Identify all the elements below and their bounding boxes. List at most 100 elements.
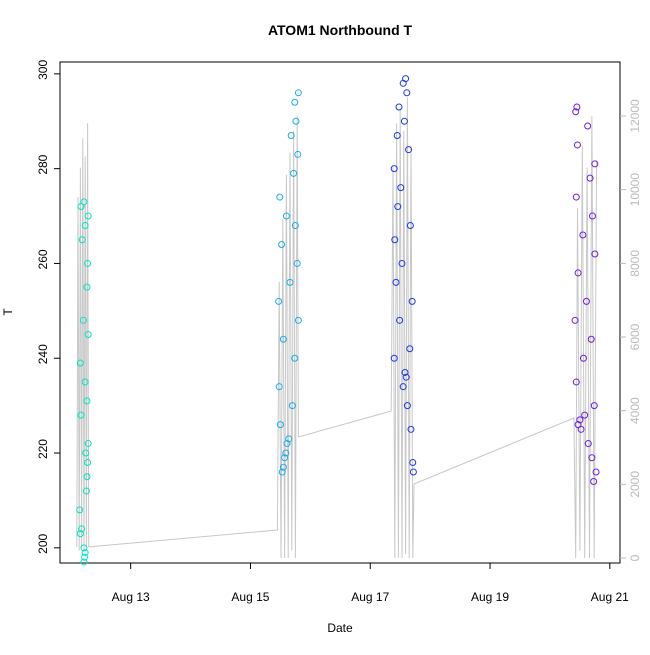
point [398, 259, 406, 267]
point [294, 150, 302, 158]
x-tick-label: Aug 19 [471, 590, 509, 604]
point [84, 459, 92, 467]
point [584, 122, 592, 130]
point [576, 416, 584, 424]
point [286, 278, 294, 286]
point [399, 383, 407, 391]
y-tick-label: 200 [36, 534, 50, 554]
point [294, 316, 302, 324]
point [396, 316, 404, 324]
point [84, 440, 92, 448]
point [81, 222, 89, 230]
point [293, 259, 301, 267]
point [390, 165, 398, 173]
point [579, 231, 587, 239]
point [572, 193, 580, 201]
point [573, 103, 581, 111]
point [77, 411, 85, 419]
y2-tick-label: 4000 [628, 397, 642, 424]
point [291, 98, 299, 106]
point [590, 477, 598, 485]
x-tick-label: Aug 13 [112, 590, 150, 604]
x-tick-label: Aug 21 [591, 590, 629, 604]
point [78, 236, 86, 244]
y2-tick-label: 8000 [628, 250, 642, 277]
point [582, 297, 590, 305]
point [572, 108, 580, 116]
point [572, 378, 580, 386]
point [80, 198, 88, 206]
plot-frame [59, 61, 621, 564]
point [275, 297, 283, 305]
point [408, 297, 416, 305]
point [590, 402, 598, 410]
point [285, 435, 293, 443]
point [275, 383, 283, 391]
point [403, 89, 411, 97]
point [395, 103, 403, 111]
point [84, 259, 92, 267]
point [588, 212, 596, 220]
point [282, 212, 290, 220]
point [592, 468, 600, 476]
y-tick-label: 240 [36, 344, 50, 364]
point [571, 316, 579, 324]
x-axis-label: Date [327, 621, 353, 635]
point [288, 402, 296, 410]
point [81, 553, 89, 561]
point [393, 131, 401, 139]
point [403, 402, 411, 410]
point [81, 378, 89, 386]
point [78, 525, 86, 533]
point [587, 335, 595, 343]
point [83, 397, 91, 405]
point [291, 354, 299, 362]
point [401, 368, 409, 376]
point [279, 335, 287, 343]
point [282, 449, 290, 457]
point [81, 549, 89, 557]
point [80, 558, 88, 566]
point [392, 278, 400, 286]
point [278, 468, 286, 476]
point [76, 530, 84, 538]
point [574, 269, 582, 277]
y2-tick-label: 12000 [628, 99, 642, 133]
point [579, 354, 587, 362]
point [80, 544, 88, 552]
point [84, 331, 92, 339]
point [402, 373, 410, 381]
point [84, 212, 92, 220]
altitude-line [76, 97, 598, 559]
point [397, 184, 405, 192]
point [574, 421, 582, 429]
y-axis-label: T [1, 308, 15, 316]
point [409, 468, 417, 476]
point [287, 131, 295, 139]
point [281, 454, 289, 462]
y2-tick-label: 6000 [628, 323, 642, 350]
y2-tick-label: 0 [628, 554, 642, 561]
point [588, 454, 596, 462]
point [291, 222, 299, 230]
y-tick-label: 220 [36, 439, 50, 459]
point [400, 117, 408, 125]
point [79, 316, 87, 324]
point [76, 359, 84, 367]
y-tick-label: 300 [36, 60, 50, 80]
point [390, 354, 398, 362]
point [409, 459, 417, 467]
point [586, 174, 594, 182]
chart-title: ATOM1 Northbound T [268, 22, 413, 38]
point [402, 75, 410, 83]
point [292, 117, 300, 125]
point [584, 440, 592, 448]
point [76, 506, 84, 514]
y2-tick-label: 10000 [628, 173, 642, 207]
point [573, 141, 581, 149]
point [82, 487, 90, 495]
point [279, 463, 287, 471]
point [406, 222, 414, 230]
point [83, 473, 91, 481]
